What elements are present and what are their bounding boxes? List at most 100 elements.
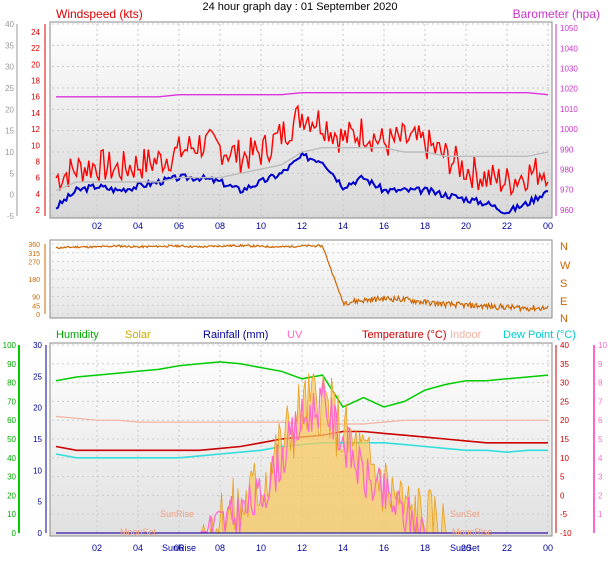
legend-item: Rainfall (mm): [203, 329, 268, 341]
x-tick-label: 10: [256, 221, 266, 231]
temperature-tick-label: -5: [560, 510, 568, 519]
compass-letter: N: [560, 241, 568, 253]
windspeed-inner-tick-label: 22: [31, 44, 40, 53]
barometer-tick-label: 990: [560, 145, 574, 154]
windspeed-inner-tick-label: 20: [31, 60, 40, 69]
direction-tick-label: 180: [28, 277, 40, 284]
x-tick-label: 12: [297, 543, 307, 553]
x-tick-label: 18: [420, 221, 430, 231]
x-tick-label: 10: [256, 543, 266, 553]
windspeed-tick-label: 30: [5, 63, 14, 72]
windspeed-inner-tick-label: 2: [36, 206, 41, 215]
humidity-tick-label: 100: [3, 341, 17, 350]
windspeed-inner-tick-label: 16: [31, 93, 40, 102]
barometer-tick-label: 1030: [560, 64, 578, 73]
direction-tick-label: 0: [36, 312, 40, 319]
barometer-tick-label: 980: [560, 166, 574, 175]
x-tick-label: 02: [92, 221, 102, 231]
uv-tick-label: 9: [598, 360, 603, 369]
moonset-label: MoonSet: [120, 527, 157, 537]
windspeed-tick-label: 20: [5, 105, 14, 114]
legend-item: Humidity: [56, 329, 99, 341]
uv-tick-label: 3: [598, 473, 603, 482]
windspeed-tick-label: -5: [7, 212, 15, 221]
temperature-tick-label: 5: [560, 473, 565, 482]
windspeed-inner-tick-label: 24: [31, 28, 40, 37]
temperature-tick-label: 15: [560, 435, 569, 444]
series-line-humidity: [55, 361, 549, 408]
legend-item: Indoor: [450, 329, 482, 341]
windspeed-ticks: -5 0 5 10 15 20 25 30 35 40: [5, 20, 18, 221]
uv-tick-label: 2: [598, 491, 603, 500]
barometer-ticks: 960 970 980 990 1000 1010 1020 1030 1040 1050: [555, 24, 578, 216]
compass-letter: S: [560, 278, 567, 290]
sunrise-axis-label: SunRise: [162, 543, 196, 553]
temperature-tick-label: 35: [560, 360, 569, 369]
rainfall-tick-label: 15: [33, 435, 42, 444]
rainfall-tick-label: 25: [33, 372, 42, 381]
windspeed-tick-label: 25: [5, 84, 14, 93]
compass-letter: N: [560, 313, 568, 325]
uv-tick-label: 4: [598, 454, 603, 463]
x-tick-label: 20: [461, 221, 471, 231]
uv-tick-label: 5: [598, 435, 603, 444]
sunset-label: SunSet: [450, 509, 480, 519]
x-tick-label: 20: [461, 543, 471, 553]
windspeed-tick-label: 0: [10, 191, 15, 200]
series-line-max-wind: [55, 147, 549, 192]
temperature-x-ticks: 02 04 06 08 10 12 14 16 18 20 22 00: [92, 543, 553, 553]
wind-grid: [52, 23, 550, 217]
humidity-tick-label: 20: [7, 491, 16, 500]
uv-tick-label: 8: [598, 379, 603, 388]
rainfall-tick-label: 0: [38, 529, 43, 538]
legend-item: Solar: [125, 329, 151, 341]
moonrise-label: MoonRise: [452, 527, 493, 537]
windspeed-inner-tick-label: 6: [36, 174, 41, 183]
direction-tick-label: 360: [28, 242, 40, 249]
humidity-tick-label: 90: [7, 360, 16, 369]
barometer-label: Barometer (hpa): [513, 7, 600, 21]
barometer-tick-label: 1050: [560, 24, 578, 33]
x-tick-label: 02: [92, 543, 102, 553]
windspeed-tick-label: 10: [5, 148, 14, 157]
humidity-tick-label: 70: [7, 397, 16, 406]
humidity-tick-label: 60: [7, 416, 16, 425]
x-tick-label: 04: [133, 543, 143, 553]
temperature-tick-label: 25: [560, 397, 569, 406]
series-line-gust: [55, 104, 549, 197]
temperature-tick-label: 20: [560, 416, 569, 425]
x-tick-label: 06: [174, 543, 184, 553]
x-tick-label: 22: [502, 543, 512, 553]
barometer-tick-label: 1040: [560, 44, 578, 53]
humidity-tick-label: 30: [7, 473, 16, 482]
windspeed-inner-tick-label: 8: [36, 157, 41, 166]
windspeed-inner-tick-label: 10: [31, 141, 40, 150]
temperature-axis-ticks: 0102030405060708090100051015202530-10-50…: [3, 341, 608, 538]
x-tick-label: 08: [215, 221, 225, 231]
direction-tick-label: 270: [28, 260, 40, 267]
barometer-tick-label: 960: [560, 206, 574, 215]
legend-item: Dew Point (°C): [503, 329, 576, 341]
direction-tick-label: 315: [28, 251, 40, 258]
wind-x-ticks: 02 04 06 08 10 12 14 16 18 20 22 00: [92, 221, 553, 231]
uv-tick-label: 6: [598, 416, 603, 425]
windspeed-inner-tick-label: 4: [36, 190, 41, 199]
temperature-legend: Humidity Solar Rainfall (mm) UV Temperature …: [56, 329, 576, 341]
humidity-tick-label: 50: [7, 435, 16, 444]
temperature-tick-label: 40: [560, 341, 569, 350]
legend-item: UV: [287, 329, 303, 341]
uv-tick-label: 7: [598, 397, 603, 406]
sunrise-label: SunRise: [160, 509, 194, 519]
x-tick-label: 00: [543, 543, 553, 553]
windspeed-tick-label: 5: [10, 169, 15, 178]
x-tick-label: 14: [338, 543, 348, 553]
series-line-windspeed: [55, 151, 549, 215]
x-tick-label: 22: [502, 221, 512, 231]
direction-tick-label: 45: [32, 303, 40, 310]
compass-letter: W: [560, 260, 571, 272]
x-tick-label: 00: [543, 221, 553, 231]
